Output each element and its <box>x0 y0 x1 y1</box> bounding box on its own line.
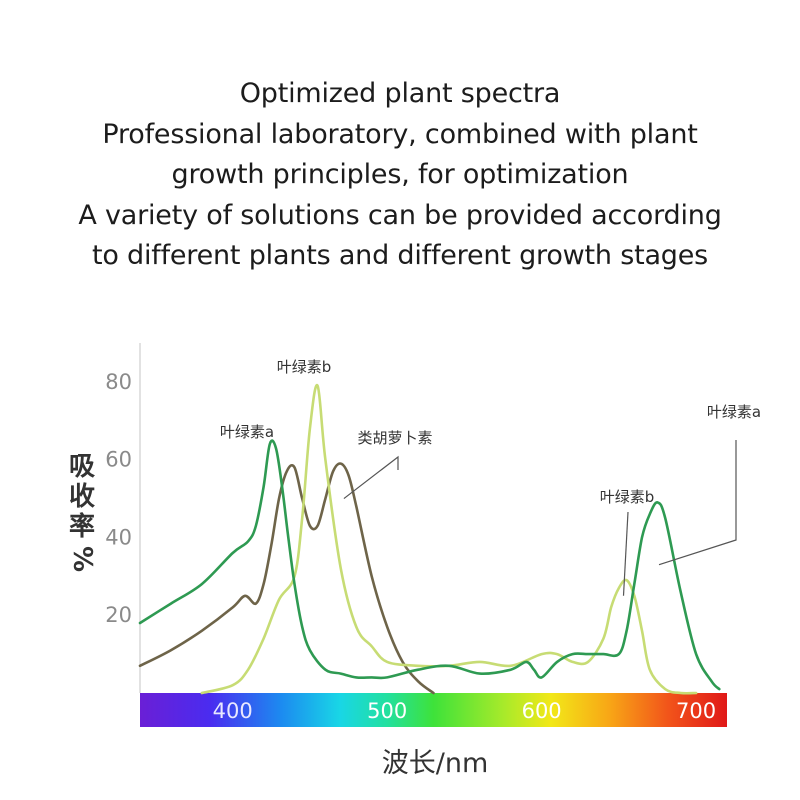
curve-annotation-label: 叶绿素a <box>220 423 274 441</box>
headline-line-4: A variety of solutions can be provided a… <box>78 199 722 231</box>
y-axis-label-char: % <box>67 545 97 573</box>
annotation-leader-line <box>622 511 629 596</box>
y-tick-label: 40 <box>105 525 132 549</box>
y-axis-label-char: 收 <box>68 482 95 512</box>
x-tick-labels: 400 500 600 700 <box>213 699 717 723</box>
y-tick-label: 60 <box>105 448 132 472</box>
y-axis-label-char: 吸 <box>68 452 95 482</box>
curve-annotation-label: 叶绿素b <box>600 488 655 506</box>
series-line-chlorophyll-a <box>138 439 721 691</box>
x-tick-label: 400 <box>213 699 253 723</box>
series-lines <box>138 383 721 695</box>
x-tick-label: 600 <box>522 699 562 723</box>
headline: Optimized plant spectra Professional lab… <box>0 74 800 277</box>
y-axis-label: 吸收率% <box>60 452 104 576</box>
annotation-leader-line <box>343 455 399 500</box>
annotation-leader-line <box>658 440 737 566</box>
x-axis-label: 波长/nm <box>382 748 489 779</box>
curve-annotation-label: 叶绿素b <box>277 358 332 376</box>
y-tick-label: 20 <box>105 603 132 627</box>
y-axis-label-char: 率 <box>68 512 95 542</box>
visible-spectrum-bar <box>140 693 727 727</box>
headline-line-5: to different plants and different growth… <box>91 240 709 271</box>
x-tick-label: 700 <box>676 699 716 723</box>
headline-line-3: growth principles, for optimization <box>171 159 629 190</box>
headline-line-2: Professional laboratory, combined with p… <box>102 118 698 150</box>
series-line-carotenoid <box>138 462 435 695</box>
curve-annotation-label: 叶绿素a <box>707 403 761 421</box>
y-tick-label: 80 <box>105 370 132 394</box>
headline-line-1: Optimized plant spectra <box>239 78 561 109</box>
x-tick-label: 500 <box>367 699 407 723</box>
y-tick-labels: 20 40 60 80 <box>105 370 132 627</box>
curve-annotation-label: 类胡萝卜素 <box>357 429 432 447</box>
